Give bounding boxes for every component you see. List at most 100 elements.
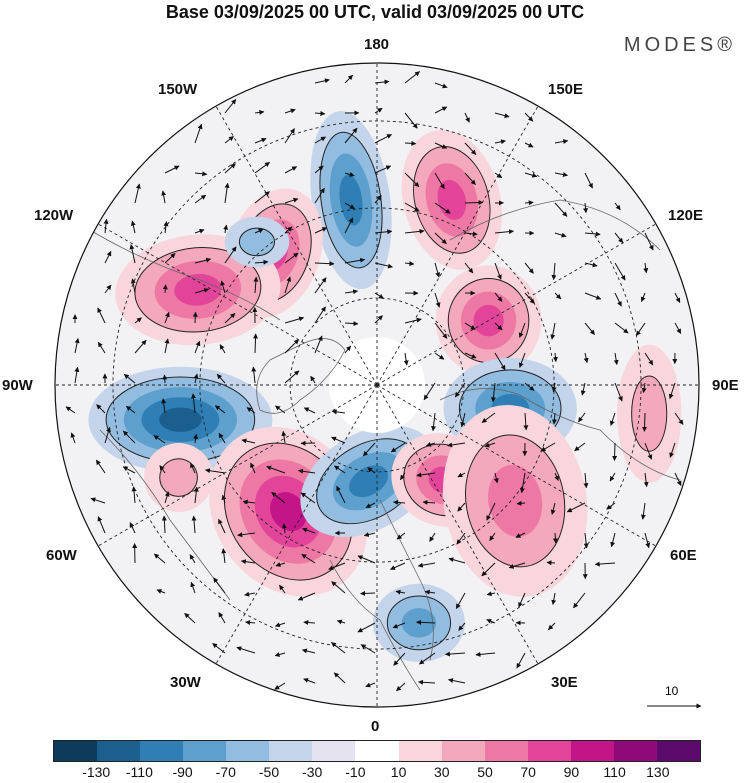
wind-arrow — [674, 412, 684, 425]
wind-arrow — [254, 191, 270, 204]
wind-arrow — [448, 678, 466, 684]
wind-arrow — [395, 589, 406, 595]
wind-arrow — [241, 438, 256, 444]
wind-arrow — [669, 442, 676, 458]
wind-arrow — [271, 491, 286, 504]
wind-arrow — [674, 292, 681, 303]
wind-arrow — [300, 492, 316, 504]
wind-arrow — [460, 412, 466, 428]
wind-arrow — [508, 562, 526, 569]
wind-arrow — [524, 112, 534, 122]
wind-arrow — [422, 499, 436, 505]
wind-arrow — [65, 406, 76, 414]
wind-arrow — [434, 292, 441, 308]
wind-arrow — [577, 412, 586, 423]
wind-arrow — [494, 112, 510, 119]
wind-arrow — [164, 253, 176, 264]
wind-arrow — [554, 202, 568, 217]
wind-arrow — [250, 462, 256, 474]
wind-arrow — [274, 682, 286, 690]
negative-anomaly — [372, 583, 465, 662]
wind-arrow — [344, 127, 358, 144]
wind-arrow — [254, 109, 265, 115]
positive-anomaly — [442, 404, 588, 597]
negative-anomaly — [224, 216, 290, 268]
wind-arrow — [464, 231, 478, 237]
wind-arrow — [194, 123, 203, 144]
wind-arrow — [96, 404, 106, 414]
wind-arrow — [161, 515, 167, 534]
wind-arrow — [223, 224, 229, 234]
wind-arrow — [314, 110, 326, 116]
colorbar-ticks: -130 -110 -90 -70 -50 -30 -10 10 30 50 70 90 110 130 — [53, 764, 701, 782]
wind-arrow — [164, 338, 170, 354]
wind-arrow — [374, 165, 392, 174]
wind-arrow — [74, 366, 80, 384]
wind-arrow — [193, 433, 199, 444]
reference-vector: 10 — [645, 680, 705, 720]
wind-arrow — [224, 99, 237, 114]
wind-arrow — [192, 311, 198, 324]
negative-anomaly — [88, 366, 273, 473]
wind-arrow — [163, 221, 169, 234]
wind-arrow — [284, 197, 299, 204]
lon-label-90e: 90E — [712, 377, 739, 394]
wind-arrow — [554, 472, 559, 482]
wind-arrow — [218, 612, 226, 624]
wind-arrow — [643, 262, 649, 274]
wind-arrow — [594, 561, 616, 567]
wind-arrow — [216, 373, 226, 384]
wind-arrow — [220, 280, 226, 294]
lon-label-150w: 150W — [158, 81, 198, 98]
wind-arrow — [434, 172, 445, 190]
wind-arrow — [418, 652, 436, 665]
wind-arrow — [404, 71, 420, 84]
wind-arrow — [204, 468, 226, 474]
wind-arrow — [254, 259, 269, 265]
wind-arrow — [635, 322, 646, 337]
wind-arrow — [614, 382, 623, 402]
wind-arrow — [314, 306, 326, 324]
colorbar — [53, 740, 701, 762]
wind-arrow — [245, 620, 256, 625]
wind-arrow — [644, 352, 654, 366]
colorbar-tick-label: -130 — [82, 764, 111, 780]
brand-logo: MODES® — [623, 34, 736, 56]
wind-arrow — [434, 232, 447, 245]
wind-arrow — [104, 426, 111, 444]
wind-arrow — [434, 262, 441, 278]
wind-arrow — [392, 499, 406, 505]
wind-arrow — [162, 374, 168, 384]
wind-arrow — [344, 289, 359, 295]
wind-arrow — [161, 398, 167, 414]
wind-arrow — [486, 502, 496, 521]
wind-arrow — [609, 472, 616, 482]
positive-anomaly — [144, 443, 214, 513]
coastlines — [89, 199, 681, 691]
wind-arrow — [301, 648, 316, 654]
wind-arrow — [279, 584, 286, 594]
wind-arrow — [253, 276, 259, 294]
wind-arrow — [454, 382, 466, 398]
wind-arrow — [194, 228, 205, 234]
map-border — [54, 62, 700, 708]
wind-arrow — [130, 278, 136, 294]
wind-arrow — [464, 262, 474, 274]
reference-arrow-icon — [647, 703, 702, 709]
wind-arrow — [254, 161, 270, 174]
wind-arrow — [644, 232, 654, 251]
wind-arrow — [523, 412, 529, 431]
wind-arrow — [134, 317, 142, 324]
wind-arrow — [357, 622, 376, 633]
wind-arrow — [404, 140, 417, 146]
wind-arrow — [357, 555, 376, 564]
wind-arrow — [344, 172, 355, 177]
wind-arrow — [494, 229, 514, 235]
wind-arrow — [613, 352, 619, 366]
wind-arrow — [390, 442, 406, 453]
wind-arrow — [310, 375, 316, 384]
wind-arrow — [551, 412, 557, 425]
wind-arrow — [425, 441, 436, 447]
wind-arrow — [374, 79, 390, 85]
wind-arrow — [524, 382, 535, 391]
